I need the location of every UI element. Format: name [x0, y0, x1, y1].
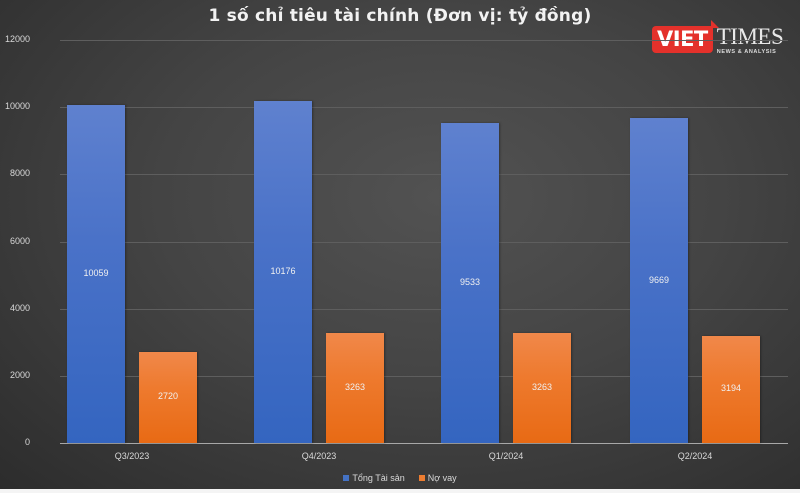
gridline — [60, 376, 788, 377]
x-tick-label: Q4/2023 — [301, 451, 337, 461]
bar-value-label: 3263 — [531, 382, 553, 393]
y-tick-label: 12000 — [4, 34, 30, 44]
x-tick-label: Q2/2024 — [677, 451, 713, 461]
bar-value-label: 10176 — [270, 266, 296, 277]
legend-item-tong-tai-san: Tổng Tài sản — [343, 473, 405, 483]
x-tick-label: Q1/2024 — [488, 451, 524, 461]
bar-value-label: 3263 — [344, 382, 366, 393]
x-tick-label: Q3/2023 — [114, 451, 150, 461]
gridline — [60, 40, 788, 41]
gridline — [60, 174, 788, 175]
bar-value-label: 10059 — [83, 268, 109, 279]
bar-tong-tai-san: 9669 — [630, 118, 688, 443]
legend-swatch-blue-icon — [343, 475, 350, 481]
bar-value-label: 2720 — [157, 391, 179, 402]
legend: Tổng Tài sản Nợ vay — [0, 473, 800, 483]
y-tick-label: 4000 — [9, 303, 30, 313]
bar-value-label: 3194 — [720, 383, 742, 394]
logo-times: TIMES — [716, 24, 784, 49]
y-tick-label: 10000 — [4, 101, 30, 111]
logo-tagline: NEWS & ANALYSIS — [716, 49, 777, 55]
bar-tong-tai-san: 9533 — [441, 122, 499, 443]
y-tick-label: 8000 — [9, 168, 30, 178]
legend-label: Nợ vay — [427, 473, 457, 483]
legend-label: Tổng Tài sản — [352, 473, 405, 483]
bar-no-vay: 2720 — [139, 351, 197, 443]
bar-no-vay: 3194 — [702, 335, 760, 443]
y-tick-label: 2000 — [9, 370, 30, 380]
bar-no-vay: 3263 — [513, 333, 571, 443]
bar-no-vay: 3263 — [326, 333, 384, 443]
legend-item-no-vay: Nợ vay — [418, 473, 457, 483]
viettimes-logo: VIET TIMES NEWS & ANALYSIS — [652, 20, 784, 56]
y-tick-label: 6000 — [9, 236, 30, 246]
bar-tong-tai-san: 10176 — [254, 101, 312, 443]
bar-value-label: 9669 — [648, 274, 670, 285]
gridline — [60, 242, 788, 243]
gridline — [60, 309, 788, 310]
bar-value-label: 9533 — [459, 276, 481, 287]
logo-viet: VIET — [652, 20, 719, 53]
chart-title: 1 số chỉ tiêu tài chính (Đơn vị: tỷ đồng… — [208, 6, 592, 26]
gridline — [60, 107, 788, 108]
bar-tong-tai-san: 10059 — [67, 105, 125, 443]
x-axis-line — [60, 443, 788, 444]
legend-swatch-orange-icon — [418, 475, 425, 481]
y-tick-label: 0 — [24, 437, 30, 447]
bottom-strip — [0, 489, 800, 493]
